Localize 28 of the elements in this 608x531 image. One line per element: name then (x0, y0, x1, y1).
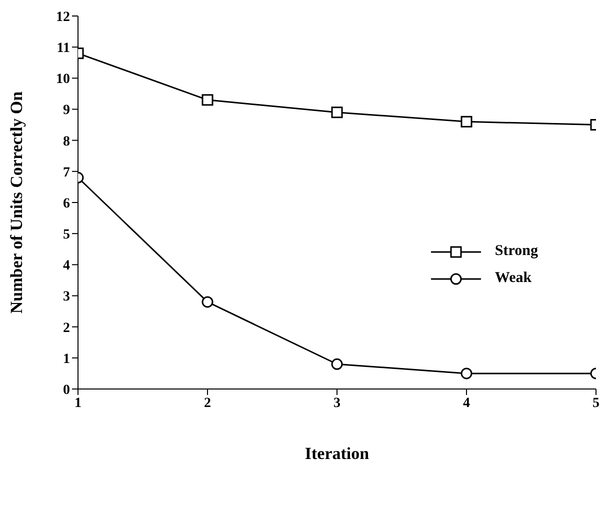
y-tick-label: 6 (63, 196, 70, 212)
y-tick-label: 12 (56, 10, 70, 25)
point (202, 296, 214, 308)
y-tick-label: 1 (63, 352, 70, 367)
point (460, 368, 472, 380)
point (331, 106, 343, 118)
x-tick-label: 4 (463, 396, 470, 411)
point (331, 358, 343, 370)
y-tick-label: 2 (63, 320, 70, 336)
y-tick-label: 9 (63, 103, 70, 118)
y-tick-label: 8 (63, 134, 70, 150)
point (202, 94, 214, 106)
x-tick-label: 1 (74, 396, 82, 411)
x-tick-label: 3 (334, 396, 340, 411)
y-tick-label: 7 (63, 165, 70, 180)
y-axis-title: Number of Units Correctly On (7, 90, 26, 314)
y-tick-label: 0 (63, 382, 70, 398)
y-tick-label: 11 (56, 41, 70, 56)
y-tick-label: 4 (63, 258, 70, 274)
point (460, 116, 472, 128)
y-tick-label: 3 (63, 290, 70, 305)
x-axis-title: Iteration (304, 444, 370, 463)
legend-label: Weak (494, 270, 532, 287)
y-tick-label: 5 (63, 228, 70, 243)
x-tick-label: 5 (592, 396, 600, 411)
y-tick-label: 10 (56, 72, 70, 88)
legend-label: Strong (494, 243, 538, 260)
x-tick-label: 2 (204, 396, 211, 411)
